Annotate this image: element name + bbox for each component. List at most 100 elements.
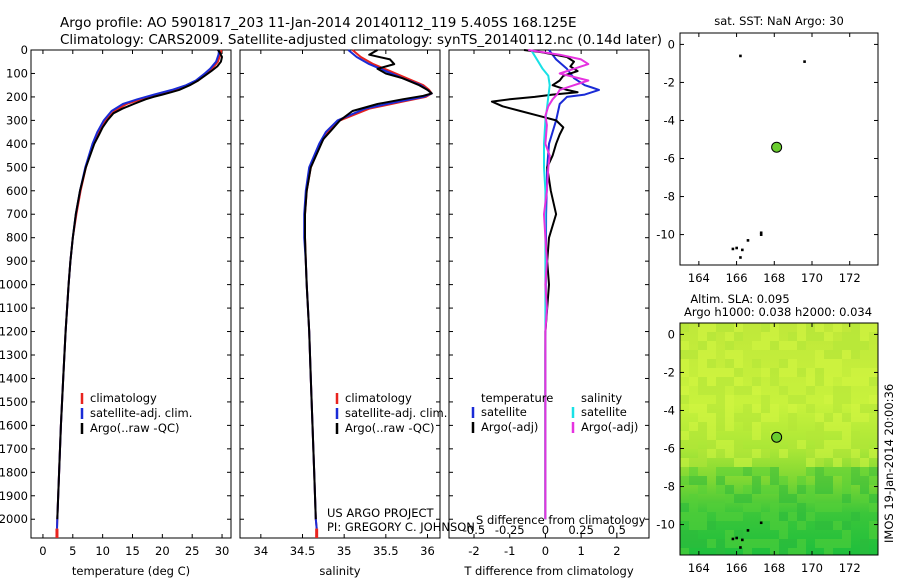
sla-cell (788, 512, 797, 521)
land-dot (741, 538, 744, 542)
sla-cell (761, 323, 770, 332)
land-dot (731, 537, 735, 541)
sla-cell (752, 422, 761, 431)
x-tick-label: 5 (69, 544, 76, 558)
sla-cell (743, 467, 752, 476)
x-tick-label: 166 (726, 271, 748, 285)
y-tick-label: 200 (6, 90, 28, 104)
sla-cell (734, 413, 743, 422)
y-tick-label: 1100 (0, 301, 28, 315)
series-line-satellite-adj-clim- (56, 49, 221, 529)
sla-cell (806, 458, 815, 467)
sla-cell (680, 503, 689, 512)
sla-cell (833, 341, 842, 350)
x-tick-label: 172 (839, 271, 861, 285)
sla-cell (716, 386, 725, 395)
sla-cell (779, 548, 788, 555)
sla-cell (797, 548, 806, 555)
sla-cell (698, 386, 707, 395)
sla-cell (770, 521, 779, 530)
sla-cell (824, 476, 833, 485)
sla-cell (725, 512, 734, 521)
land-dot (731, 247, 735, 251)
sla-cell (680, 368, 689, 377)
x-tick-label: 25 (185, 544, 200, 558)
series-line-climatology (56, 49, 223, 529)
sla-cell (824, 395, 833, 404)
sla-cell (815, 485, 824, 494)
land-dot (739, 54, 742, 58)
sla-cell (707, 449, 716, 458)
x-tick-label: 20 (155, 544, 170, 558)
y-tick-label: -4 (664, 113, 675, 127)
sla-cell (716, 323, 725, 332)
land-dot (803, 60, 806, 63)
sla-cell (842, 485, 851, 494)
sla-cell (698, 377, 707, 386)
sla-cell (788, 395, 797, 404)
y-tick-label: 1200 (0, 325, 28, 339)
sla-cell (752, 485, 761, 494)
legend-label: satellite-adj. clim. (345, 406, 447, 420)
sla-cell (680, 530, 689, 539)
sla-cell (734, 458, 743, 467)
x-tick-label: 1 (577, 544, 584, 558)
sla-cell (725, 377, 734, 386)
sla-cell (806, 431, 815, 440)
sla-cell (869, 503, 878, 512)
sla-cell (743, 386, 752, 395)
x-tick-label: 0 (542, 544, 549, 558)
sla-cell (761, 413, 770, 422)
legend-title-salinity: salinity (581, 391, 622, 405)
y-tick-label: 0 (668, 37, 675, 51)
sla-cell (797, 341, 806, 350)
sla-cell (761, 449, 770, 458)
sla-cell (716, 377, 725, 386)
sla-cell (815, 323, 824, 332)
x-axis-label: salinity (319, 564, 360, 578)
sla-cell (734, 359, 743, 368)
sla-cell (734, 350, 743, 359)
sla-cell (716, 395, 725, 404)
sla-cell (851, 377, 860, 386)
sla-cell (851, 341, 860, 350)
s-tick-label: 0 (542, 523, 549, 537)
sla-cell (788, 494, 797, 503)
sla-cell (860, 341, 869, 350)
sla-cell (716, 503, 725, 512)
sla-cell (815, 359, 824, 368)
x-tick-label: 172 (839, 561, 861, 575)
sla-cell (752, 404, 761, 413)
sla-cell (851, 449, 860, 458)
x-tick-label: 168 (763, 271, 785, 285)
sla-cell (707, 440, 716, 449)
x-tick-label: 35.5 (373, 544, 399, 558)
x-tick-label: 168 (763, 561, 785, 575)
sla-cell (698, 413, 707, 422)
sla-cell (680, 395, 689, 404)
sla-cell (842, 530, 851, 539)
sla-cell (770, 539, 779, 548)
sla-cell (689, 422, 698, 431)
sla-cell (869, 449, 878, 458)
series-line-satellite-adj-clim- (303, 49, 433, 529)
sla-cell (815, 440, 824, 449)
sla-cell (860, 548, 869, 555)
sla-cell (815, 431, 824, 440)
sla-cell (707, 323, 716, 332)
argo-position-marker (771, 431, 783, 443)
sla-cell (707, 503, 716, 512)
sla-cell (779, 359, 788, 368)
sla-cell (851, 368, 860, 377)
sla-cell (824, 485, 833, 494)
series-line-t-argo-adj- (490, 49, 579, 520)
sla-cell (788, 359, 797, 368)
sla-cell (752, 476, 761, 485)
x-tick-label: -1 (504, 544, 515, 558)
sla-cell (725, 341, 734, 350)
land-dot (735, 536, 738, 540)
land-dot (746, 529, 750, 532)
y-tick-label: 1500 (0, 395, 28, 409)
salinity-panel: 34 34.5 35 35.5 36 salinity climatologysatelli… (239, 49, 447, 578)
